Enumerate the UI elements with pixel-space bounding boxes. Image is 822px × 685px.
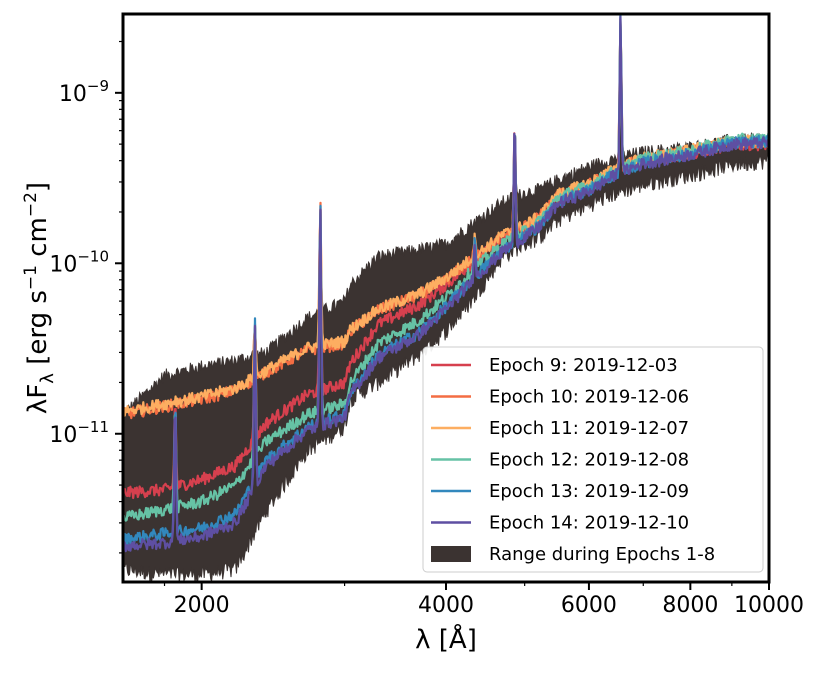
legend-entry-label: Epoch 12: 2019-12-08 xyxy=(489,450,689,471)
legend-entry-label: Epoch 11: 2019-12-07 xyxy=(489,418,689,439)
x-axis-label: λ [Å] xyxy=(415,623,477,655)
legend-entry-label: Epoch 14: 2019-12-10 xyxy=(489,513,689,534)
y-axis-label: λFλ [erg s−1 cm−2] xyxy=(21,182,58,414)
y-tick-label: 10−9 xyxy=(59,77,109,107)
series-line-epoch-14 xyxy=(123,15,769,553)
y-tick-label: 10−10 xyxy=(49,247,109,277)
legend-box xyxy=(422,346,764,573)
legend-entry-label: Epoch 10: 2019-12-06 xyxy=(489,387,689,408)
x-axis: 2000 4000 6000 8000 10000 xyxy=(163,582,804,618)
legend-entry-label: Epoch 13: 2019-12-09 xyxy=(489,481,689,502)
x-tick-label: 2000 xyxy=(174,593,230,618)
legend-entry-label: Range during Epochs 1-8 xyxy=(489,544,715,565)
x-tick-label: 10000 xyxy=(734,593,804,618)
x-tick-label: 4000 xyxy=(418,593,474,618)
legend: Epoch 9: 2019-12-03 Epoch 10: 2019-12-06 E… xyxy=(422,346,764,573)
x-tick-label: 6000 xyxy=(561,593,617,618)
x-tick-label: 8000 xyxy=(662,593,718,618)
legend-entry-label: Epoch 9: 2019-12-03 xyxy=(489,355,678,376)
plot-area xyxy=(123,14,769,582)
y-tick-label: 10−11 xyxy=(49,418,109,448)
y-axis: 10−11 10−10 10−9 xyxy=(49,40,123,554)
legend-swatch-range xyxy=(431,546,471,562)
